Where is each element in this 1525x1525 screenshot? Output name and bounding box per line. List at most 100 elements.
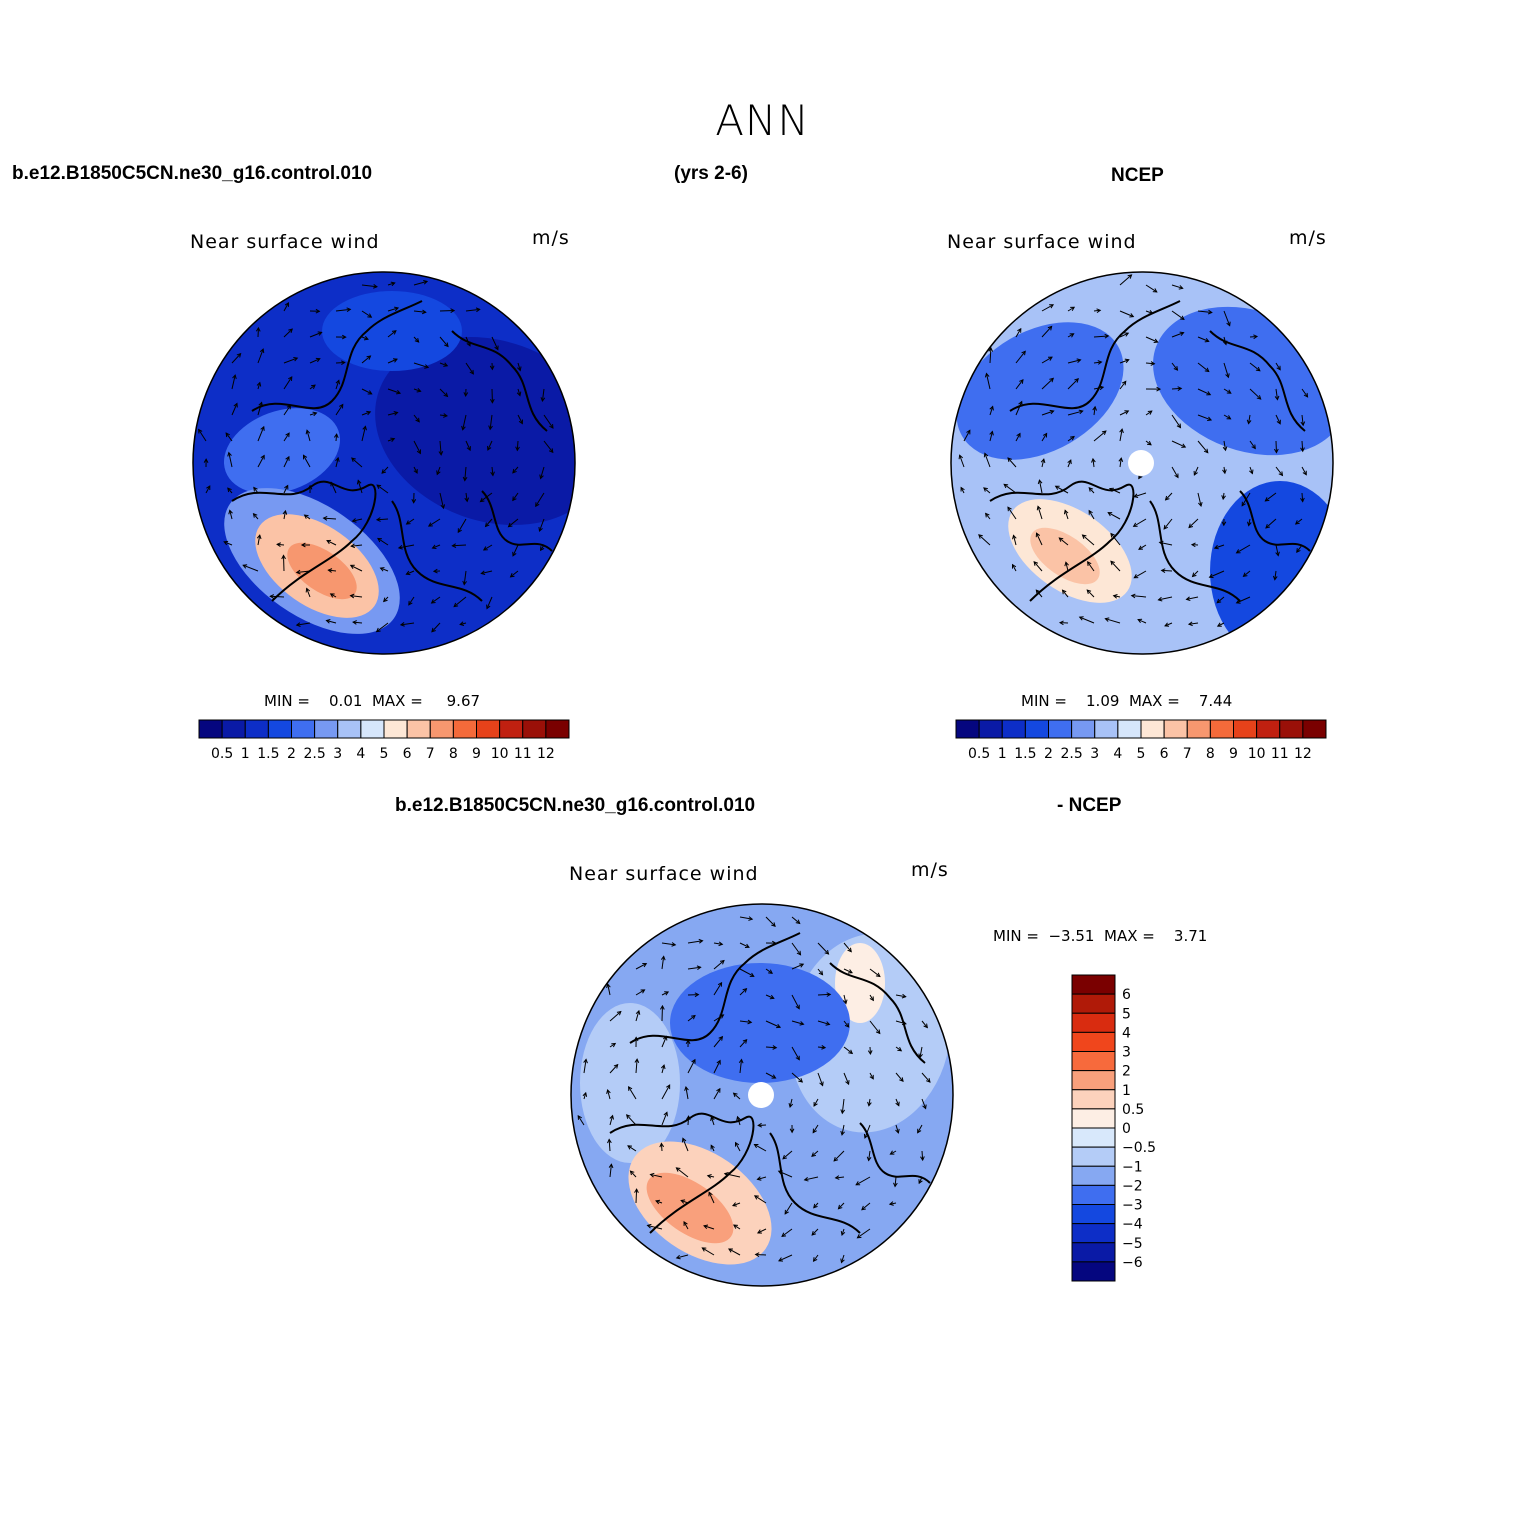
obs-wind-vector [1249, 466, 1253, 474]
obs-colorbar-label: 5 [1137, 746, 1146, 762]
model-wind-vector-head [379, 567, 385, 572]
model-wind-vector-head [258, 401, 263, 407]
model-colorbar-label: 1.5 [257, 746, 279, 762]
obs-wind-vector [1171, 466, 1179, 478]
obs-colorbar-label: 10 [1248, 746, 1266, 762]
diff-wind-vector [843, 968, 853, 974]
model-wind-vector-head [303, 514, 309, 519]
obs-wind-vector-head [1253, 334, 1259, 340]
obs-wind-vector-head [1088, 487, 1094, 492]
diff-wind-vector [661, 1064, 665, 1074]
model-wind-vector [361, 411, 371, 416]
diff-colorbar-label: 0.5 [1122, 1102, 1144, 1118]
obs-colorbar-label: 12 [1294, 746, 1312, 762]
obs-colorbar-box [1117, 719, 1142, 739]
model-wind-vector-head [300, 542, 306, 548]
diff-min-value: −3.51 [1048, 927, 1095, 945]
obs-pole-gap [1128, 450, 1154, 476]
diff-wind-vector-head [749, 972, 755, 977]
diff-wind-vector [869, 994, 874, 1001]
diff-wind-vector [713, 960, 725, 970]
model-wind-vector [453, 596, 467, 608]
diff-wind-vector-head [685, 1039, 691, 1045]
diff-colorbar-label: 5 [1122, 1006, 1131, 1022]
diff-wind-vector [869, 968, 881, 977]
obs-wind-vector [1188, 622, 1199, 625]
obs-wind-vector-head [1275, 551, 1280, 557]
model-wind-vector [335, 308, 351, 312]
model-wind-vector-head [315, 357, 321, 363]
model-wind-vector-head [341, 334, 347, 340]
obs-wind-vector [1012, 564, 1017, 572]
model-min-label: MIN = [264, 692, 310, 710]
model-wind-vector-head [307, 484, 313, 490]
model-wind-vector-head [427, 522, 433, 527]
diff-wind-vector [710, 1145, 715, 1152]
diff-wind-vector [635, 989, 645, 996]
obs-wind-vector [1036, 532, 1043, 546]
model-wind-vector [380, 567, 389, 572]
model-wind-vector [439, 336, 449, 347]
diff-wind-vector-head [675, 1167, 681, 1172]
obs-wind-vector-head [1108, 487, 1114, 493]
diff-wind-vector-head [771, 940, 777, 946]
obs-wind-vector-head [1213, 544, 1219, 550]
obs-wind-vector-head [1302, 470, 1307, 476]
obs-wind-vector [1007, 506, 1017, 520]
diff-wind-vector [661, 1036, 667, 1048]
model-wind-vector [257, 535, 261, 546]
diff-wind-vector [732, 1202, 741, 1207]
obs-wind-vector [1171, 414, 1181, 428]
obs-panel-title: Near surface wind [947, 231, 1137, 253]
model-colorbar-label: 12 [537, 746, 555, 762]
diff-wind-vector [894, 1176, 897, 1187]
obs-wind-vector [1093, 430, 1107, 442]
model-wind-vector-head [340, 360, 346, 366]
model-colorbar-label: 6 [403, 746, 412, 762]
obs-wind-vector [1119, 410, 1129, 416]
obs-wind-vector [1041, 356, 1053, 364]
header-years: (yrs 2-6) [674, 163, 748, 184]
model-wind-vector [413, 414, 420, 423]
diff-wind-vector-head [660, 1004, 665, 1010]
diff-wind-vector [817, 1072, 824, 1086]
diff-wind-vector [782, 1150, 793, 1160]
diff-wind-vector [687, 940, 703, 944]
obs-wind-vector-head [1118, 457, 1124, 463]
obs-wind-vector-head [1153, 338, 1159, 343]
obs-wind-vector-head [983, 452, 989, 458]
model-wind-vector-head [416, 449, 421, 455]
model-wind-vector [353, 621, 363, 624]
diff-wind-vector [791, 1046, 800, 1060]
model-wind-vector [296, 622, 311, 626]
obs-wind-vector-head [1074, 378, 1079, 383]
obs-wind-vector-head [1092, 405, 1097, 411]
diff-colorbar-box [1071, 1108, 1116, 1129]
model-wind-vector-head [284, 484, 289, 490]
model-wind-vector-head [288, 376, 293, 381]
model-wind-vector-head [421, 309, 427, 315]
model-wind-vector [439, 440, 442, 455]
diff-wind-vector [895, 1098, 900, 1106]
obs-wind-vector-head [1276, 365, 1281, 371]
obs-wind-vector [1067, 459, 1072, 468]
obs-wind-vector [1171, 387, 1182, 390]
model-wind-vector [283, 405, 291, 416]
diff-wind-vector-head [771, 922, 776, 927]
model-wind-vector [516, 440, 519, 451]
model-wind-vector-head [295, 569, 301, 575]
model-wind-vector [543, 440, 554, 453]
diff-wind-vector [843, 1046, 853, 1054]
model-wind-vector [361, 284, 377, 288]
obs-wind-vector-head [1047, 325, 1053, 331]
model-wind-vector [306, 430, 311, 442]
model-wind-vector-head [390, 437, 396, 443]
obs-wind-vector-head [1296, 548, 1301, 553]
model-wind-vector-head [469, 369, 474, 375]
obs-wind-vector-head [1150, 361, 1156, 366]
model-minmax: MIN = 0.01 MAX = 9.67 [264, 692, 480, 710]
diff-wind-vector-head [706, 1174, 712, 1179]
obs-wind-vector [1093, 309, 1101, 312]
model-contour-region [223, 408, 341, 494]
model-colorbar-box [360, 719, 385, 739]
